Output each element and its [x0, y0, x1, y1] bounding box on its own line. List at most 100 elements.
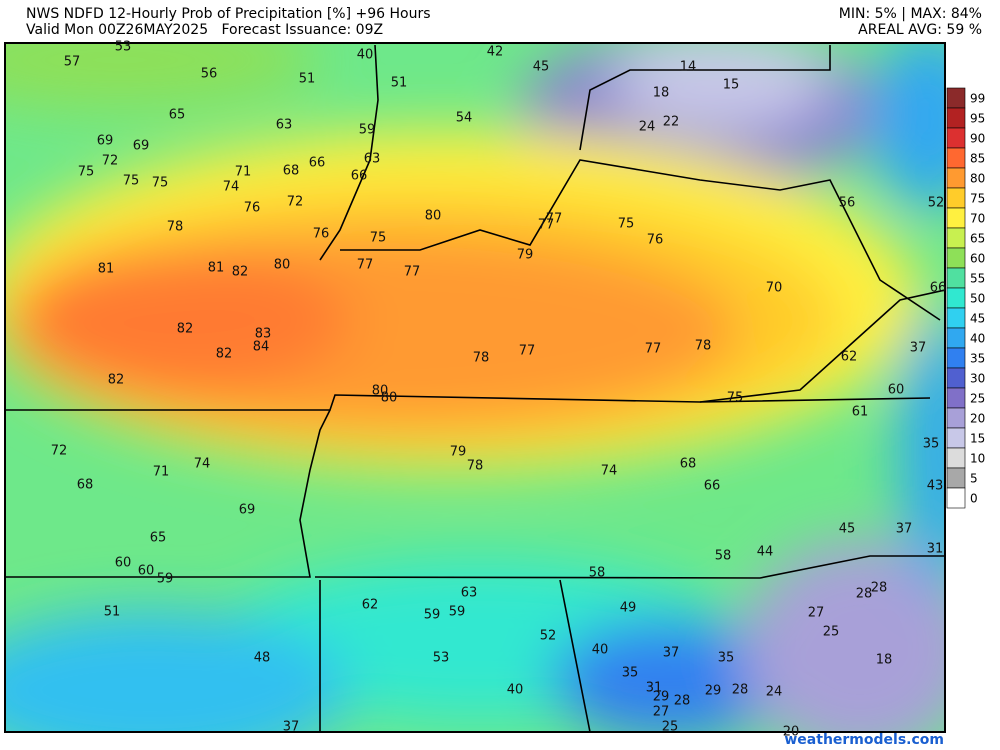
- map-value: 57: [64, 55, 81, 70]
- colorbar-label: 55: [970, 272, 985, 286]
- map-value: 51: [391, 76, 408, 91]
- map-value: 69: [239, 503, 256, 518]
- colorbar-label: 20: [970, 412, 985, 426]
- map-value: 51: [104, 605, 121, 620]
- map-value: 69: [133, 139, 150, 154]
- colorbar-label: 80: [970, 172, 985, 186]
- map-value: 52: [540, 629, 557, 644]
- colorbar-swatch: [946, 107, 966, 129]
- map-value: 66: [704, 479, 721, 494]
- map-value: 69: [97, 134, 114, 149]
- map-value: 79: [450, 445, 467, 460]
- colorbar-label: 95: [970, 112, 985, 126]
- colorbar-label: 90: [970, 132, 985, 146]
- map-value: 77: [645, 342, 662, 357]
- map-value: 58: [589, 566, 606, 581]
- map-value: 74: [194, 457, 211, 472]
- map-value: 76: [313, 227, 330, 242]
- map-value: 65: [150, 531, 167, 546]
- colorbar-swatch: [946, 127, 966, 149]
- map-value: 81: [208, 261, 225, 276]
- map-value: 61: [852, 405, 869, 420]
- map-value: 59: [424, 608, 441, 623]
- map-value: 54: [456, 111, 473, 126]
- colorbar-swatch: [946, 387, 966, 409]
- map-value: 78: [167, 220, 184, 235]
- map-value: 40: [592, 643, 609, 658]
- map-value: 80: [381, 391, 398, 406]
- map-value: 25: [823, 625, 840, 640]
- map-value: 35: [718, 651, 735, 666]
- map-value: 52: [928, 196, 945, 211]
- map-value: 59: [359, 123, 376, 138]
- map-value: 53: [433, 651, 450, 666]
- map-value: 37: [910, 341, 927, 356]
- stats: MIN: 5% | MAX: 84%: [838, 6, 982, 22]
- map-value: 63: [364, 152, 381, 167]
- map-value: 75: [152, 176, 169, 191]
- map-value: 53: [115, 40, 132, 55]
- map-value: 28: [674, 694, 691, 709]
- map-value: 78: [695, 339, 712, 354]
- map-value: 62: [362, 598, 379, 613]
- map-value: 74: [223, 180, 240, 195]
- map-value: 71: [153, 465, 170, 480]
- map-value: 56: [201, 67, 218, 82]
- map-value: 40: [507, 683, 524, 698]
- map-value: 15: [723, 78, 740, 93]
- colorbar-swatch: [946, 447, 966, 469]
- map-value: 63: [276, 118, 293, 133]
- map-value: 63: [461, 586, 478, 601]
- map-value: 81: [98, 262, 115, 277]
- title: NWS NDFD 12-Hourly Prob of Precipitation…: [26, 6, 431, 22]
- colorbar-label: 50: [970, 292, 985, 306]
- colorbar-label: 0: [970, 492, 978, 506]
- map-value: 72: [51, 444, 68, 459]
- map-value: 77: [404, 265, 421, 280]
- map-value: 75: [78, 165, 95, 180]
- map-value: 60: [138, 564, 155, 579]
- map-value: 49: [620, 601, 637, 616]
- map-value: 18: [876, 653, 893, 668]
- colorbar-swatch: [946, 467, 966, 489]
- colorbar-label: 45: [970, 312, 985, 326]
- map-value: 83: [255, 327, 272, 342]
- map-value: 84: [253, 340, 270, 355]
- map-value: 68: [77, 478, 94, 493]
- colorbar-label: 99: [970, 92, 985, 106]
- map-value: 76: [244, 201, 261, 216]
- map-value: 48: [254, 651, 271, 666]
- colorbar-swatch: [946, 487, 966, 509]
- map-value: 71: [235, 165, 252, 180]
- colorbar-label: 65: [970, 232, 985, 246]
- colorbar-swatch: [946, 167, 966, 189]
- map-value: 37: [283, 720, 300, 735]
- map-value: 80: [425, 209, 442, 224]
- watermark: weathermodels.com: [784, 732, 944, 748]
- map-value: 68: [283, 164, 300, 179]
- colorbar-label: 5: [970, 472, 978, 486]
- map-value: 42: [487, 45, 504, 60]
- map-value: 43: [927, 479, 944, 494]
- colorbar-label: 70: [970, 212, 985, 226]
- map-value: 27: [808, 606, 825, 621]
- map-value: 45: [533, 60, 550, 75]
- map-value: 75: [370, 231, 387, 246]
- map-value: 78: [467, 459, 484, 474]
- map-value: 72: [102, 154, 119, 169]
- map-value: 24: [766, 685, 783, 700]
- colorbar-label: 60: [970, 252, 985, 266]
- colorbar-swatch: [946, 147, 966, 169]
- map-value: 77: [519, 344, 536, 359]
- colorbar-swatch: [946, 87, 966, 109]
- map-value: 75: [123, 174, 140, 189]
- map-value: 82: [216, 347, 233, 362]
- map-value: 78: [473, 351, 490, 366]
- map-value: 74: [601, 464, 618, 479]
- map-value: 60: [115, 556, 132, 571]
- subtitle: Valid Mon 00Z26MAY2025 Forecast Issuance…: [26, 22, 384, 38]
- map-value: 28: [856, 587, 873, 602]
- map-value: 18: [653, 86, 670, 101]
